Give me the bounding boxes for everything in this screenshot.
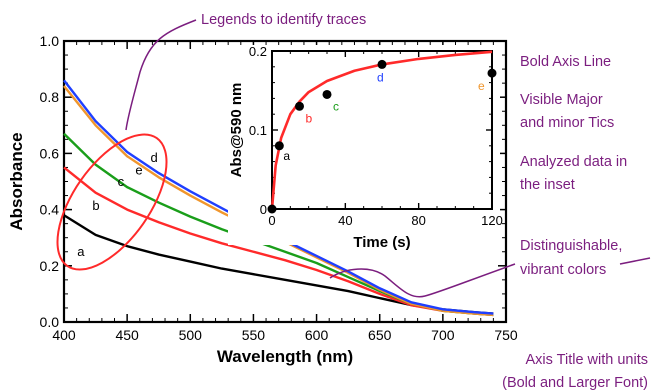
annotation-text: Legends to identify traces — [201, 12, 366, 28]
inset-data-point — [377, 59, 387, 69]
x-tick-label: 700 — [431, 327, 455, 343]
x-tick-label: 550 — [242, 327, 266, 343]
y-tick-label: 1.0 — [40, 33, 60, 49]
annotation-text: Bold Axis Line — [520, 54, 611, 70]
inset-data-point — [295, 101, 304, 111]
y-tick-label: 0.4 — [40, 202, 60, 218]
x-tick-label: 450 — [115, 327, 139, 343]
y-tick-label: 0.8 — [40, 89, 60, 105]
inset-data-point — [274, 141, 284, 151]
inset-point-label-e: e — [478, 79, 485, 93]
annotation-text: Axis Title with units — [526, 352, 649, 368]
inset-x-tick-label: 0 — [268, 213, 275, 228]
inset-point-label-a: a — [283, 149, 290, 163]
inset-plot: 0 40 80 120 0 0.1 0.2 Time (s) Abs@590 nm a b c d e — [228, 44, 503, 251]
main-plot: 400 450 500 550 600 650 700 7500.00.20.40.60.81… — [7, 33, 518, 366]
trace-label-a: a — [77, 244, 85, 259]
x-tick-label: 750 — [494, 327, 518, 343]
legend-highlight-ellipse — [56, 133, 168, 271]
annotation-text: the inset — [520, 177, 575, 193]
annotation-text: Analyzed data in — [520, 154, 627, 170]
trace-label-e: e — [135, 163, 142, 178]
x-tick-label: 400 — [52, 327, 76, 343]
y-tick-label: 0.2 — [40, 258, 60, 274]
inset-y-axis-title: Abs@590 nm — [228, 83, 245, 178]
annotation-text: Distinguishable, — [520, 238, 622, 254]
annotation-text: Visible Major — [520, 92, 603, 108]
annotation-text: and minor Tics — [520, 115, 614, 131]
inset-data-point — [267, 204, 277, 214]
x-tick-label: 500 — [179, 327, 203, 343]
inset-point-label-c: c — [333, 99, 339, 113]
colors-callout-line — [329, 263, 516, 298]
inset-data-point — [487, 68, 497, 78]
x-tick-label: 650 — [368, 327, 392, 343]
inset-data-point — [322, 89, 332, 99]
legend-callout-line — [125, 19, 197, 131]
trace-label-c: c — [118, 174, 125, 189]
inset-x-tick-label: 40 — [338, 213, 352, 228]
annotation-layer: Legends to identify traces Bold Axis Line… — [125, 12, 651, 391]
inset-y-tick-label: 0.1 — [249, 123, 267, 138]
annotation-text: (Bold and Larger Font) — [502, 375, 648, 391]
inset-point-label-d: d — [377, 70, 384, 84]
inset-x-tick-label: 80 — [411, 213, 425, 228]
inset-y-tick-label: 0.2 — [249, 44, 267, 59]
inset-x-tick-label: 120 — [481, 213, 503, 228]
y-axis-title: Absorbance — [7, 132, 26, 230]
y-tick-label: 0.6 — [40, 145, 60, 161]
annotation-text: vibrant colors — [520, 262, 606, 278]
colors-callout-line-tail — [619, 257, 651, 265]
inset-point-label-b: b — [306, 111, 313, 125]
trace-label-b: b — [92, 198, 99, 213]
inset-y-tick-label: 0 — [260, 202, 267, 217]
x-axis-title: Wavelength (nm) — [217, 347, 353, 366]
trace-label-d: d — [151, 150, 158, 165]
x-tick-label: 600 — [305, 327, 329, 343]
y-tick-label: 0.0 — [40, 314, 60, 330]
inset-x-axis-title: Time (s) — [353, 234, 410, 251]
